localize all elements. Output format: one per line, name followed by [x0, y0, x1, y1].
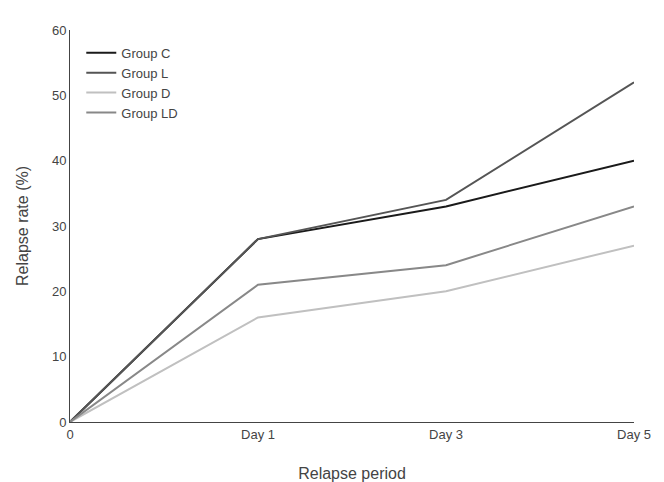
svg-text:Day 1: Day 1 — [241, 427, 275, 442]
svg-text:Relapse rate (%): Relapse rate (%) — [14, 166, 31, 286]
svg-text:50: 50 — [52, 88, 66, 103]
svg-text:20: 20 — [52, 284, 66, 299]
svg-text:0: 0 — [66, 427, 73, 442]
svg-text:30: 30 — [52, 219, 66, 234]
svg-text:0: 0 — [59, 415, 66, 430]
svg-text:Group D: Group D — [121, 86, 170, 101]
svg-text:Day 3: Day 3 — [429, 427, 463, 442]
svg-text:10: 10 — [52, 349, 66, 364]
svg-text:Day 5: Day 5 — [617, 427, 651, 442]
svg-text:Group LD: Group LD — [121, 106, 177, 121]
svg-text:Relapse period: Relapse period — [298, 465, 406, 482]
svg-text:40: 40 — [52, 153, 66, 168]
svg-text:Group L: Group L — [121, 66, 168, 81]
svg-text:60: 60 — [52, 23, 66, 38]
svg-text:Group C: Group C — [121, 46, 170, 61]
